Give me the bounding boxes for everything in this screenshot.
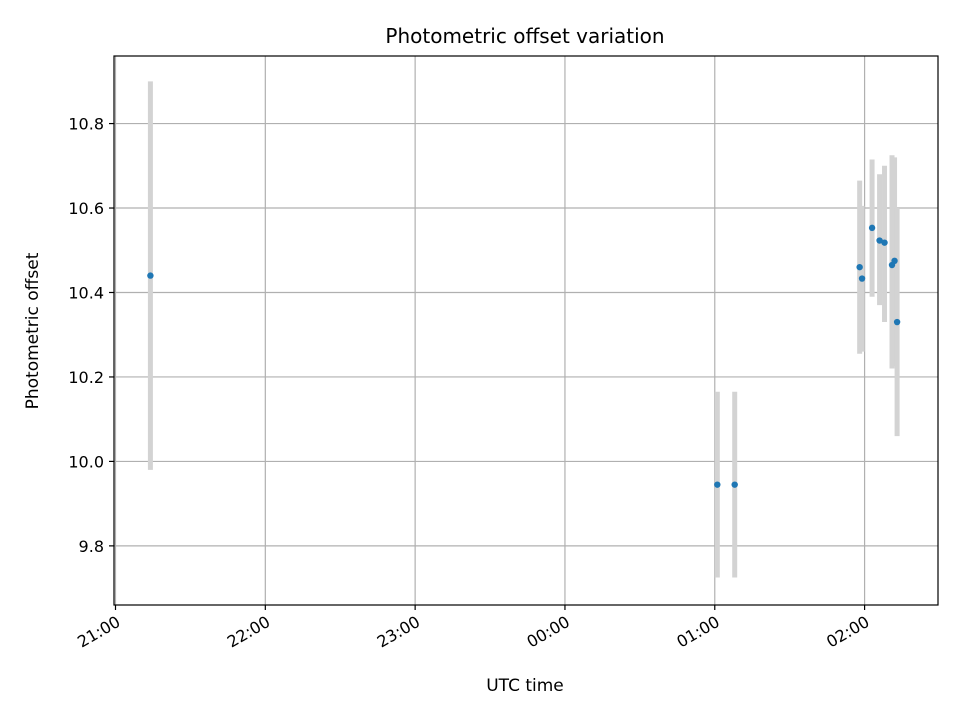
y-tick-label: 10.8 (68, 115, 104, 134)
data-points (147, 224, 901, 488)
data-point (714, 481, 721, 488)
grid-lines (114, 56, 938, 605)
y-axis-ticks: 9.8 10.0 10.2 10.4 10.6 10.8 (68, 115, 114, 556)
y-tick-label: 9.8 (79, 537, 104, 556)
y-tick-label: 10.2 (68, 368, 104, 387)
y-axis-title: Photometric offset (23, 252, 43, 409)
plot-frame (113, 55, 939, 606)
data-point (858, 275, 866, 282)
y-tick-label: 10.0 (68, 452, 104, 471)
plot-area (114, 56, 938, 605)
data-point (147, 272, 154, 279)
data-point (868, 224, 876, 232)
data-point (856, 263, 863, 271)
y-tick-label: 10.4 (68, 283, 104, 302)
data-point (891, 257, 898, 265)
data-point (881, 239, 888, 246)
data-point (876, 237, 883, 244)
chart-title: Photometric offset variation (385, 24, 664, 48)
x-axis-title: UTC time (486, 676, 564, 696)
y-tick-label: 10.6 (68, 199, 104, 218)
data-point (893, 318, 901, 326)
data-point (731, 481, 738, 488)
